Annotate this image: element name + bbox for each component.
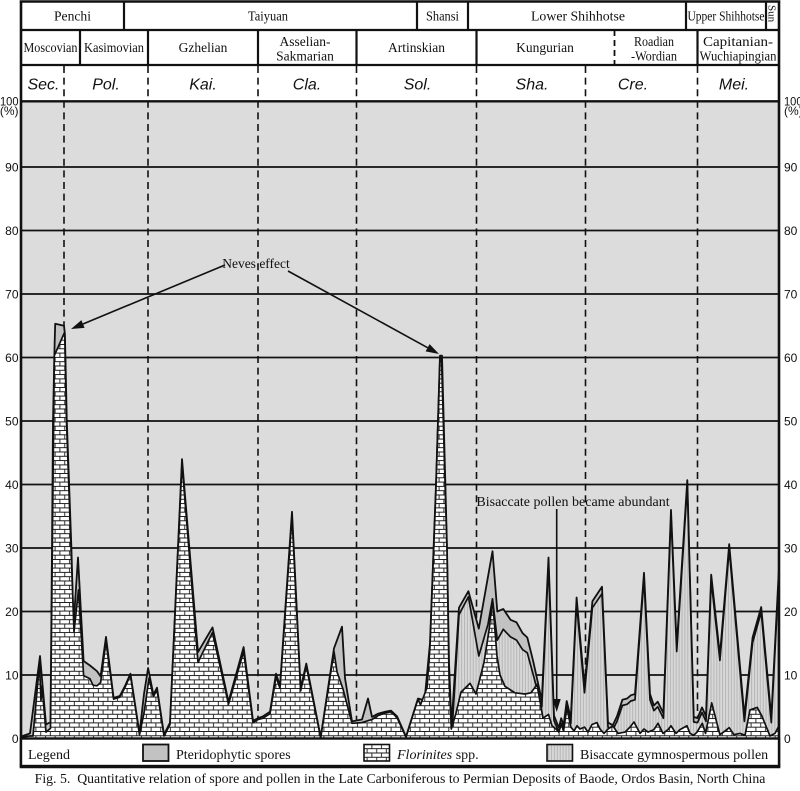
svg-text:Sha.: Sha.: [516, 77, 549, 94]
svg-text:Sec.: Sec.: [27, 77, 59, 94]
svg-text:60: 60: [5, 351, 19, 365]
svg-text:Shansi: Shansi: [426, 9, 459, 24]
svg-text:Pol.: Pol.: [92, 77, 120, 94]
svg-text:Bisaccate gymnospermous pollen: Bisaccate gymnospermous pollen: [580, 748, 768, 763]
svg-text:20: 20: [784, 605, 798, 619]
svg-text:50: 50: [784, 414, 798, 428]
svg-text:Sakmarian: Sakmarian: [276, 49, 334, 64]
svg-text:0: 0: [12, 732, 19, 746]
svg-text:100: 100: [0, 95, 19, 109]
svg-text:(%): (%): [784, 104, 800, 118]
svg-text:Moscovian: Moscovian: [24, 40, 78, 55]
svg-text:Legend: Legend: [28, 748, 70, 763]
svg-text:40: 40: [784, 478, 798, 492]
svg-text:Upper Shihhotse: Upper Shihhotse: [688, 9, 765, 24]
svg-text:Taiyuan: Taiyuan: [248, 9, 288, 24]
svg-text:Neves effect: Neves effect: [222, 256, 290, 271]
svg-text:30: 30: [5, 541, 19, 555]
svg-text:Artinskian: Artinskian: [388, 40, 445, 55]
svg-text:10: 10: [5, 668, 19, 682]
svg-text:30: 30: [784, 541, 798, 555]
svg-text:Kasimovian: Kasimovian: [84, 40, 144, 55]
svg-text:Cre.: Cre.: [618, 77, 648, 94]
svg-text:10: 10: [784, 668, 798, 682]
svg-text:50: 50: [5, 414, 19, 428]
svg-text:Cla.: Cla.: [293, 77, 321, 94]
svg-text:40: 40: [5, 478, 19, 492]
svg-text:Bisaccate pollen became abunda: Bisaccate pollen became abundant: [476, 495, 669, 510]
svg-text:-Wordian: -Wordian: [631, 49, 677, 64]
svg-text:90: 90: [784, 160, 798, 174]
svg-text:80: 80: [784, 224, 798, 238]
svg-text:Sun: Sun: [766, 5, 778, 23]
svg-text:60: 60: [784, 351, 798, 365]
svg-text:Florinites spp.: Florinites spp.: [396, 748, 479, 763]
svg-text:Pteridophytic spores: Pteridophytic spores: [176, 748, 291, 763]
svg-text:Wuchiapingian: Wuchiapingian: [700, 49, 777, 64]
svg-text:70: 70: [5, 287, 19, 301]
svg-text:Mei.: Mei.: [719, 77, 749, 94]
svg-text:Kai.: Kai.: [189, 77, 217, 94]
svg-text:Asselian-: Asselian-: [280, 34, 331, 49]
svg-text:90: 90: [5, 160, 19, 174]
svg-text:20: 20: [5, 605, 19, 619]
svg-text:Gzhelian: Gzhelian: [179, 40, 228, 55]
svg-text:80: 80: [5, 224, 19, 238]
svg-text:0: 0: [784, 732, 791, 746]
svg-text:Fig. 5. Quantitative relation: Fig. 5. Quantitative relation of spore a…: [35, 771, 766, 786]
svg-text:(%): (%): [0, 104, 19, 118]
svg-text:Lower Shihhotse: Lower Shihhotse: [531, 9, 625, 24]
svg-text:70: 70: [784, 287, 798, 301]
svg-text:Sol.: Sol.: [404, 77, 432, 94]
svg-text:Kungurian: Kungurian: [516, 40, 574, 55]
svg-text:Penchi: Penchi: [54, 9, 91, 24]
svg-text:100: 100: [784, 95, 800, 109]
svg-text:Roadian: Roadian: [634, 34, 674, 49]
svg-text:Capitanian-: Capitanian-: [703, 34, 774, 49]
